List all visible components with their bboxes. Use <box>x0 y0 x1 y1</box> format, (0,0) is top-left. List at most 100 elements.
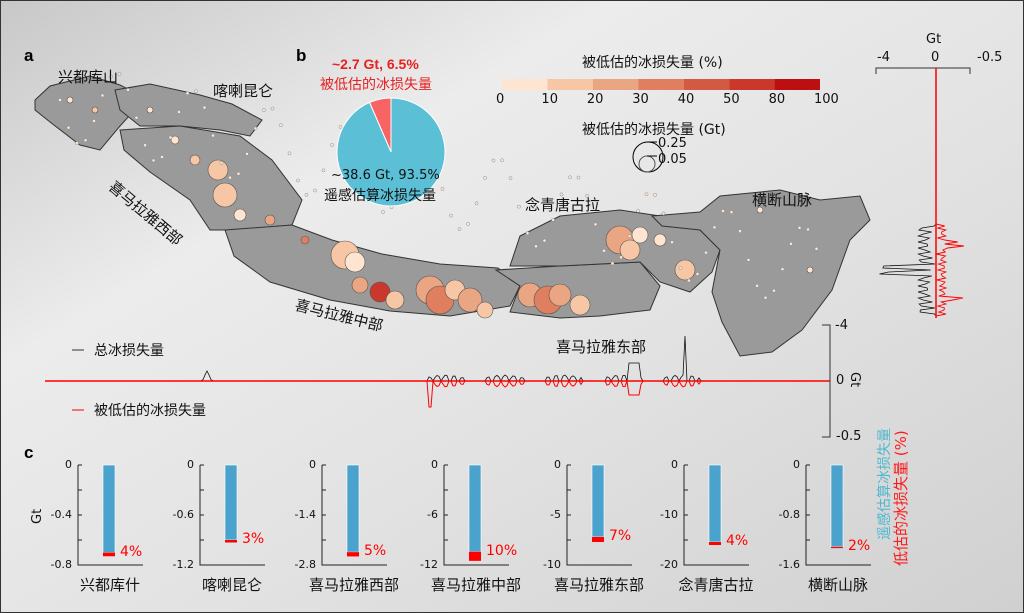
glacier-dot <box>381 210 385 214</box>
bar-charts <box>77 464 871 566</box>
glacier-dot <box>508 176 513 180</box>
glacier-dot <box>245 152 249 156</box>
glacier-dot <box>500 158 504 163</box>
lat-profile-axis <box>875 67 971 74</box>
bar-percent-label: 4% <box>726 533 749 549</box>
colorbar-tick: 50 <box>723 92 740 107</box>
bar-ylabel: Gt <box>30 508 45 524</box>
pie-remote-label: 遥感估算冰损失量 <box>324 188 436 204</box>
colorbar-tick: 10 <box>541 92 558 107</box>
region-karakoram <box>114 83 263 137</box>
glacier-circle <box>631 226 649 244</box>
glacier-dot <box>160 155 164 159</box>
bar-underestimated <box>592 537 604 542</box>
glacier-dot <box>75 141 79 146</box>
glacier-dot <box>534 244 538 249</box>
bar-percent-label: 2% <box>848 537 871 554</box>
glacier-dot <box>772 288 776 293</box>
bar-remote-sensing <box>224 464 238 541</box>
bar-percent-label: 3% <box>242 531 265 547</box>
bar-remote-sensing <box>102 464 116 553</box>
latitudinal-profile <box>875 67 971 318</box>
glacier-dot <box>593 222 598 227</box>
glacier-dot <box>279 123 283 128</box>
glacier-circle <box>653 233 667 247</box>
color-legend-title: 被低估的冰损失量 (%) <box>582 55 723 71</box>
glacier-dot <box>321 168 326 173</box>
bar-tick-label: -5 <box>550 508 561 521</box>
glacier-dot <box>100 93 105 98</box>
glacier-dot <box>117 72 122 76</box>
profile-axis-unit: Gt <box>847 372 862 388</box>
bar-tick-label: -0.4 <box>50 508 72 521</box>
bar-remote-sensing <box>468 464 482 552</box>
colorbar-tick: 30 <box>632 92 649 107</box>
colorbar-tick: 80 <box>768 92 786 107</box>
glacier-dot <box>729 210 734 214</box>
glacier-dot <box>517 204 521 209</box>
bar-underestimated <box>831 546 843 549</box>
bar-tick-label: -6 <box>427 508 438 521</box>
glacier-dot <box>151 158 156 163</box>
glacier-circle <box>569 294 591 316</box>
map-label-hengduan: 横断山脉 <box>752 191 813 209</box>
glacier-dot <box>670 240 674 244</box>
bar-percent-label: 4% <box>120 543 143 560</box>
lat-profile-zero: 0 <box>931 50 940 65</box>
glacier-dot <box>602 248 606 253</box>
bar-tick-label: -10 <box>543 558 561 571</box>
glacier-dot <box>466 222 470 226</box>
glacier-dot <box>304 193 309 197</box>
glacier-dot <box>313 188 317 193</box>
glacier-dot <box>66 125 71 130</box>
glacier-dot <box>585 194 589 198</box>
bar-tick-label: -12 <box>420 558 438 571</box>
glacier-dot <box>440 187 445 191</box>
glacier-dot <box>661 211 666 216</box>
glacier-dot <box>211 133 215 138</box>
color-legend-bar <box>502 79 820 90</box>
bar-underestimated <box>103 552 115 557</box>
glacier-dot <box>644 192 649 196</box>
glacier-dot <box>262 108 266 112</box>
glacier-dot <box>194 89 198 94</box>
glacier-circle <box>233 208 247 222</box>
region-hindu-kush <box>34 75 141 151</box>
glacier-dot <box>236 171 241 176</box>
bar-tick-label: -1.2 <box>172 558 194 571</box>
colorbar-segment <box>638 79 684 90</box>
bar-tick-label: 0 <box>671 458 678 471</box>
bar-region-label: 喜马拉雅西部 <box>308 576 400 594</box>
bar-region-label: 兴都库什 <box>79 576 141 594</box>
glacier-dot <box>806 227 810 232</box>
bar-tick-label: -1.6 <box>778 558 800 571</box>
glacier-dot <box>491 158 496 163</box>
glacier-dot <box>814 247 819 251</box>
glacier-dot <box>270 106 275 111</box>
panel-label-b: b <box>296 46 307 65</box>
bar-tick-label: -0.8 <box>778 508 800 521</box>
glacier-dot <box>678 266 683 271</box>
glacier-circle <box>170 135 180 145</box>
glacier-dot <box>712 225 717 230</box>
profile-axis <box>822 324 831 438</box>
glacier-dot <box>83 138 88 143</box>
bar-tick-label: 0 <box>187 458 194 471</box>
profile-axis-top: -4 <box>835 318 848 333</box>
glacier-dot <box>619 255 623 260</box>
glacier-dot <box>559 192 564 197</box>
colorbar-segment <box>683 79 730 90</box>
lat-profile-unit: Gt <box>926 32 942 47</box>
bar-region-label: 喜马拉雅东部 <box>553 576 645 594</box>
bar-tick-label: 0 <box>793 458 800 471</box>
glacier-circle <box>756 206 764 214</box>
glacier-dot <box>58 98 62 102</box>
glacier-dot <box>330 143 334 147</box>
bar-remote-sensing <box>591 464 605 538</box>
glacier-circle <box>369 281 391 303</box>
glacier-dot <box>287 151 292 156</box>
bar-tick-label: -10 <box>660 508 678 521</box>
glacier-dot <box>202 105 207 110</box>
bar-percent-label: 7% <box>609 528 632 544</box>
